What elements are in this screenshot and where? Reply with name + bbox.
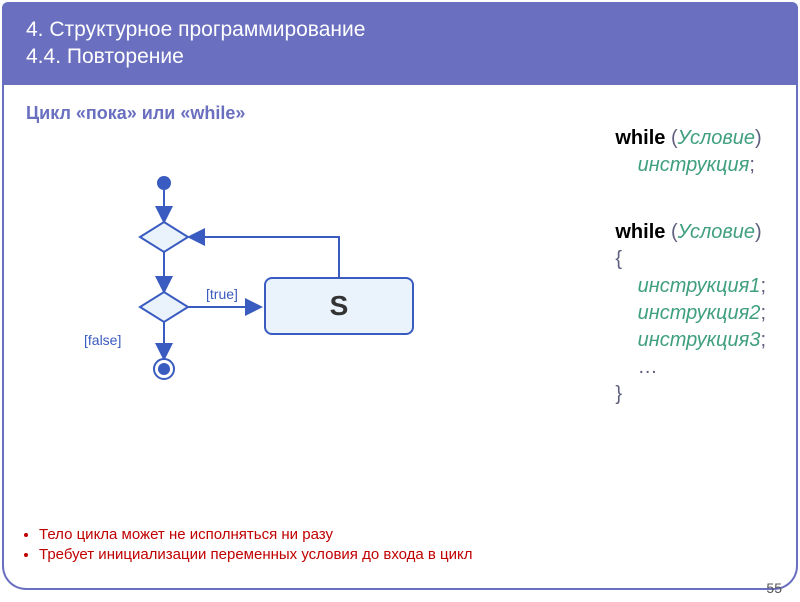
cond-1: Условие (678, 127, 755, 149)
instr-single: инструкция (638, 154, 750, 176)
decision-1 (140, 222, 188, 252)
slide-header: 4. Структурное программирование 4.4. Пов… (2, 2, 798, 85)
flowchart-diagram: [true] [false] S (64, 165, 444, 425)
note-2: Требует инициализации переменных условия… (39, 545, 473, 565)
title-line-2: 4.4. Повторение (26, 45, 184, 68)
subtitle: Цикл «пока» или «while» (26, 103, 774, 124)
brace-open: { (615, 248, 622, 270)
ellipsis: … (638, 356, 658, 378)
brace-close: } (615, 383, 622, 405)
kw-while-1: while (615, 127, 665, 149)
page-number: 55 (766, 580, 782, 596)
end-node-inner (158, 363, 170, 375)
instr-3: инструкция3 (638, 329, 761, 351)
notes-list: Тело цикла может не исполняться ни разу … (24, 525, 473, 566)
note-1: Тело цикла может не исполняться ни разу (39, 525, 473, 545)
instr-2: инструкция2 (638, 302, 761, 324)
code-block: while (Условие) инструкция; while (Услов… (615, 125, 766, 408)
true-label: [true] (206, 286, 238, 302)
decision-2 (140, 292, 188, 322)
edge-s-loop (191, 237, 339, 277)
instr-1: инструкция1 (638, 275, 761, 297)
code-multi: while (Условие) { инструкция1; инструкци… (615, 219, 766, 408)
s-box: S (264, 277, 414, 335)
slide-content: Цикл «пока» или «while» (2, 85, 798, 590)
code-single: while (Условие) инструкция; (615, 125, 766, 179)
cond-2: Условие (678, 221, 755, 243)
title-line-1: 4. Структурное программирование (26, 18, 365, 41)
start-node (157, 176, 171, 190)
false-label: [false] (84, 332, 121, 348)
kw-while-2: while (615, 221, 665, 243)
s-box-label: S (330, 290, 349, 322)
